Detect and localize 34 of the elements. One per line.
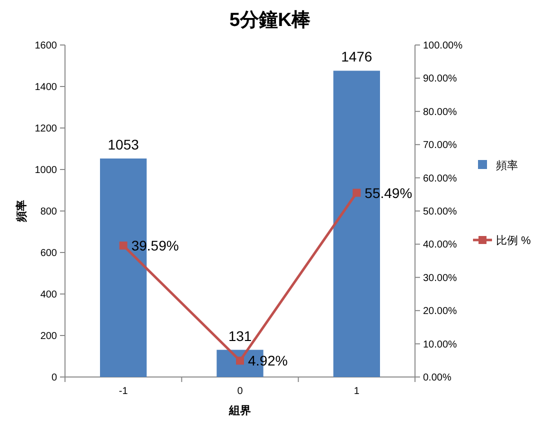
legend-label: 頻率 — [496, 159, 518, 172]
y2-tick-label: 60.00% — [423, 173, 458, 184]
y-tick-label: 0 — [51, 372, 58, 384]
legend-label: 比例 % — [496, 234, 532, 247]
y-tick-label: 200 — [40, 331, 58, 342]
y2-tick-label: 10.00% — [423, 339, 458, 350]
y2-tick-label: 0.00% — [423, 372, 452, 384]
x-tick-label: -1 — [118, 386, 128, 397]
x-tick-label: 1 — [354, 386, 360, 397]
data-label: 1476 — [341, 48, 372, 65]
y2-tick-label: 40.00% — [423, 240, 458, 251]
y-tick-label: 1000 — [34, 165, 58, 176]
y2-tick-label: 20.00% — [423, 306, 458, 318]
y2-tick-label: 70.00% — [423, 140, 458, 152]
chart-title: 5分鐘K棒 — [229, 10, 312, 31]
x-tick-label: 0 — [237, 386, 244, 397]
y-tick-label: 1200 — [34, 124, 58, 134]
y-tick-label: 400 — [40, 290, 58, 300]
x-axis-title: 組界 — [228, 405, 251, 417]
point — [236, 356, 244, 365]
y-tick-label: 1600 — [34, 40, 58, 52]
data-label: 131 — [228, 328, 252, 344]
y2-tick-label: 50.00% — [423, 206, 458, 218]
data-label: 1053 — [108, 136, 140, 153]
y2-tick-label: 80.00% — [423, 106, 458, 118]
y2-tick-label: 30.00% — [423, 272, 458, 284]
y2-tick-label: 100.00% — [423, 40, 463, 52]
y-tick-label: 800 — [40, 206, 58, 218]
point — [119, 242, 128, 250]
y-tick-label: 1400 — [34, 82, 58, 93]
y-axis-title: 頻率 — [15, 200, 28, 223]
point — [352, 188, 361, 197]
y-tick-label: 600 — [40, 248, 58, 259]
y2-tick-label: 90.00% — [423, 74, 458, 85]
